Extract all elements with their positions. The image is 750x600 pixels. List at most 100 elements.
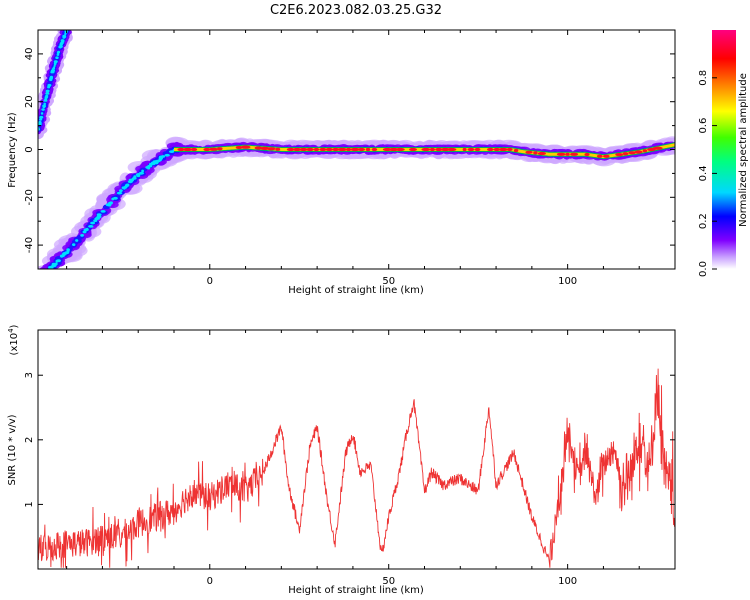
branch-blob (49, 75, 54, 79)
ridge-red-peak (565, 152, 570, 156)
spectrum-blob (37, 277, 44, 281)
colorbar-tick-label: 0.6 (698, 118, 709, 134)
ridge-red-peak (337, 147, 348, 152)
spectrum-blob (88, 225, 94, 228)
ridge-red-peak (634, 150, 643, 154)
spectrum-blob (34, 278, 45, 285)
ridge-red-peak (409, 147, 417, 152)
ridge-red-peak (254, 146, 263, 150)
spectrum-blob (38, 275, 53, 288)
colorbar-tick-label: 0.2 (698, 213, 709, 229)
ridge-red-peak (622, 152, 629, 156)
spectrum-blob (56, 259, 61, 263)
branch-blob (59, 42, 63, 46)
spectrum-blob (41, 272, 52, 279)
y-tick-label: 1 (24, 501, 35, 507)
branch-blob (57, 50, 60, 54)
ridge-red-peak (628, 151, 636, 155)
spectrum-blob (164, 153, 170, 157)
spectrum-blob (49, 268, 52, 269)
ridge-red-peak (319, 147, 327, 152)
spectrum-blob (37, 277, 48, 284)
spectrum-blob (128, 178, 132, 182)
colorbar-ticks: 0.0 0.2 0.4 0.6 0.8 (698, 70, 717, 277)
colorbar-tick-label: 0.4 (698, 165, 709, 181)
branch-blob (58, 45, 63, 48)
spectrum-blob (41, 274, 47, 278)
spectrum-blob (111, 197, 115, 201)
ridge-red-peak (182, 147, 193, 152)
spectrum-blob (54, 262, 58, 266)
snr-ticks: 0 50 100 1 2 3 (24, 330, 676, 587)
ridge-red-peak (537, 151, 547, 156)
spectrum-blob (36, 278, 40, 281)
spectrum-blob (159, 155, 164, 159)
spectrum-blob (62, 252, 65, 256)
ridge-red-peak (365, 147, 371, 152)
spectrum-blob (36, 276, 42, 280)
spectrum-blob (103, 204, 108, 209)
spectrum-blob (105, 203, 110, 207)
spectrum-blob (43, 269, 51, 273)
spectrum-blob (125, 183, 130, 187)
ridge-red-peak (642, 149, 648, 153)
colorbar-bar (712, 30, 736, 269)
ridge-red-peak (435, 147, 443, 152)
spectrum-blob (100, 210, 106, 213)
ridge-red-peak (346, 147, 351, 152)
ridge-red-peak (286, 147, 295, 152)
spectrum-blob (109, 201, 113, 205)
spectrum-blob (37, 278, 44, 282)
ridge-red-peak (513, 148, 519, 153)
branch-blob (53, 64, 56, 68)
ridge-red-peak (462, 147, 467, 152)
spectrum-blob (41, 274, 48, 278)
spectrum-blob (38, 275, 46, 279)
colorbar-label: Normalized spectral amplitude (738, 73, 749, 227)
ridge-red-peak (177, 147, 185, 152)
ridge-red-peak (275, 147, 281, 151)
ridge-red-peak (208, 147, 218, 151)
snr-exponent-close: ) (9, 324, 20, 328)
spectrogram-y-label: Frequency (Hz) (7, 112, 18, 188)
spectrum-blob (38, 277, 41, 280)
spectrum-blob (138, 171, 145, 175)
snr-exponent-power: 4 (7, 328, 15, 333)
ridge-red-peak (395, 147, 405, 152)
spectrum-blob (41, 268, 51, 269)
spectrum-blob (26, 274, 50, 287)
spectrum-blob (48, 266, 53, 269)
ridge-red-peak (357, 147, 366, 152)
x-tick-label: 50 (382, 576, 395, 587)
ridge-red-peak (570, 152, 579, 156)
x-tick-label: 100 (558, 276, 577, 287)
ridge-red-peak (421, 147, 431, 152)
spectrum-blob (40, 275, 45, 278)
branch-blob (53, 62, 57, 66)
ridge-red-peak (190, 147, 198, 152)
ridge-red-peak (493, 147, 501, 152)
spectrum-blob (43, 274, 47, 278)
ridge-red-peak (429, 147, 436, 152)
branch-blob (43, 99, 48, 102)
branch-blob (44, 96, 48, 99)
spectrum-blob (75, 239, 79, 242)
spectrum-blob (46, 270, 53, 277)
spectrum-blob (41, 271, 49, 275)
snr-data (38, 368, 675, 568)
ridge-red-peak (332, 147, 340, 152)
ridge-red-peak (498, 147, 509, 152)
ridge-red-peak (506, 147, 513, 152)
ridge-red-peak (487, 147, 494, 152)
spectrum-blob (29, 279, 53, 292)
spectrum-blob (42, 274, 45, 277)
ridge-red-peak (217, 147, 223, 151)
snr-x-label: Height of straight line (km) (288, 585, 424, 596)
branch-blob (40, 112, 44, 115)
branch-blob (60, 39, 65, 42)
spectrum-blob (145, 166, 151, 169)
spectrum-blob (43, 271, 52, 278)
spectrum-blob (85, 227, 89, 231)
spectrum-blob (90, 221, 95, 225)
spectrum-blob (42, 275, 45, 278)
